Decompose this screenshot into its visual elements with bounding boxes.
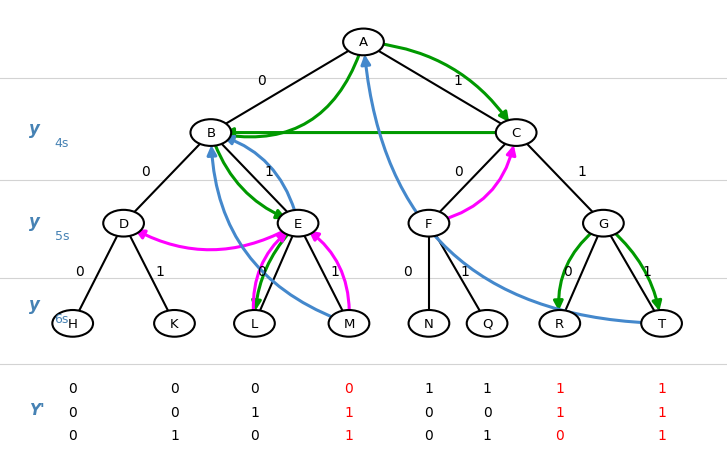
Text: 0: 0	[425, 405, 433, 419]
Text: 0: 0	[250, 381, 259, 395]
Text: Q: Q	[482, 317, 492, 330]
Text: 0: 0	[257, 74, 266, 88]
Text: E: E	[294, 217, 302, 230]
FancyArrowPatch shape	[227, 55, 359, 141]
FancyArrowPatch shape	[226, 137, 294, 212]
Text: 0: 0	[76, 264, 84, 278]
Text: y: y	[29, 119, 40, 138]
Text: 1: 1	[555, 381, 564, 395]
Text: y: y	[29, 296, 40, 314]
Circle shape	[52, 310, 93, 337]
Text: 0: 0	[257, 264, 266, 278]
FancyArrowPatch shape	[555, 231, 593, 308]
Text: 1: 1	[345, 405, 353, 419]
Text: 0: 0	[425, 428, 433, 443]
Text: 0: 0	[403, 264, 411, 278]
Text: 0: 0	[454, 164, 462, 178]
Circle shape	[539, 310, 580, 337]
Text: H: H	[68, 317, 78, 330]
Text: 1: 1	[643, 264, 651, 278]
Text: C: C	[512, 127, 521, 140]
Circle shape	[278, 210, 318, 237]
FancyArrowPatch shape	[311, 233, 349, 311]
Text: y: y	[29, 212, 40, 230]
Text: 0: 0	[170, 405, 179, 419]
Circle shape	[329, 310, 369, 337]
Text: 6s: 6s	[55, 312, 69, 326]
FancyArrowPatch shape	[613, 232, 661, 308]
Text: 0: 0	[68, 405, 77, 419]
Text: 1: 1	[330, 264, 339, 278]
Circle shape	[154, 310, 195, 337]
Text: 0: 0	[68, 428, 77, 443]
Text: 1: 1	[657, 381, 666, 395]
Circle shape	[467, 310, 507, 337]
Circle shape	[409, 310, 449, 337]
Text: 1: 1	[657, 405, 666, 419]
FancyArrowPatch shape	[215, 145, 284, 218]
Circle shape	[343, 30, 384, 56]
Text: B: B	[206, 127, 215, 140]
Circle shape	[496, 120, 537, 147]
Text: 1: 1	[265, 164, 273, 178]
Text: 1: 1	[454, 74, 462, 88]
FancyArrowPatch shape	[137, 230, 287, 250]
Text: 1: 1	[250, 405, 259, 419]
Text: 0: 0	[250, 428, 259, 443]
Text: R: R	[555, 317, 564, 330]
Text: 1: 1	[461, 264, 470, 278]
Circle shape	[641, 310, 682, 337]
Text: D: D	[119, 217, 129, 230]
FancyArrowPatch shape	[253, 234, 286, 311]
Text: 1: 1	[483, 428, 491, 443]
Text: F: F	[425, 217, 433, 230]
Text: 0: 0	[170, 381, 179, 395]
FancyArrowPatch shape	[227, 129, 504, 137]
Text: 0: 0	[555, 428, 564, 443]
Circle shape	[190, 120, 231, 147]
Circle shape	[583, 210, 624, 237]
Text: Y': Y'	[29, 402, 44, 417]
Text: L: L	[251, 317, 258, 330]
Text: 1: 1	[425, 381, 433, 395]
FancyArrowPatch shape	[252, 233, 289, 308]
Text: 0: 0	[68, 381, 77, 395]
Text: G: G	[598, 217, 608, 230]
Circle shape	[103, 210, 144, 237]
Text: 1: 1	[555, 405, 564, 419]
Text: 4s: 4s	[55, 136, 69, 149]
Text: A: A	[359, 36, 368, 50]
Text: 1: 1	[170, 428, 179, 443]
Text: N: N	[424, 317, 434, 330]
Circle shape	[409, 210, 449, 237]
FancyArrowPatch shape	[208, 149, 337, 319]
Text: 1: 1	[657, 428, 666, 443]
FancyArrowPatch shape	[362, 59, 649, 323]
Text: 5s: 5s	[55, 229, 69, 242]
Text: 1: 1	[156, 264, 164, 278]
Circle shape	[234, 310, 275, 337]
Text: 0: 0	[563, 264, 571, 278]
Text: 1: 1	[483, 381, 491, 395]
Text: 1: 1	[345, 428, 353, 443]
Text: K: K	[170, 317, 179, 330]
FancyArrowPatch shape	[376, 44, 507, 120]
Text: 0: 0	[141, 164, 150, 178]
FancyArrowPatch shape	[441, 149, 515, 221]
Text: 0: 0	[345, 381, 353, 395]
Text: 1: 1	[577, 164, 586, 178]
Text: 0: 0	[483, 405, 491, 419]
Text: T: T	[657, 317, 666, 330]
Text: M: M	[343, 317, 355, 330]
